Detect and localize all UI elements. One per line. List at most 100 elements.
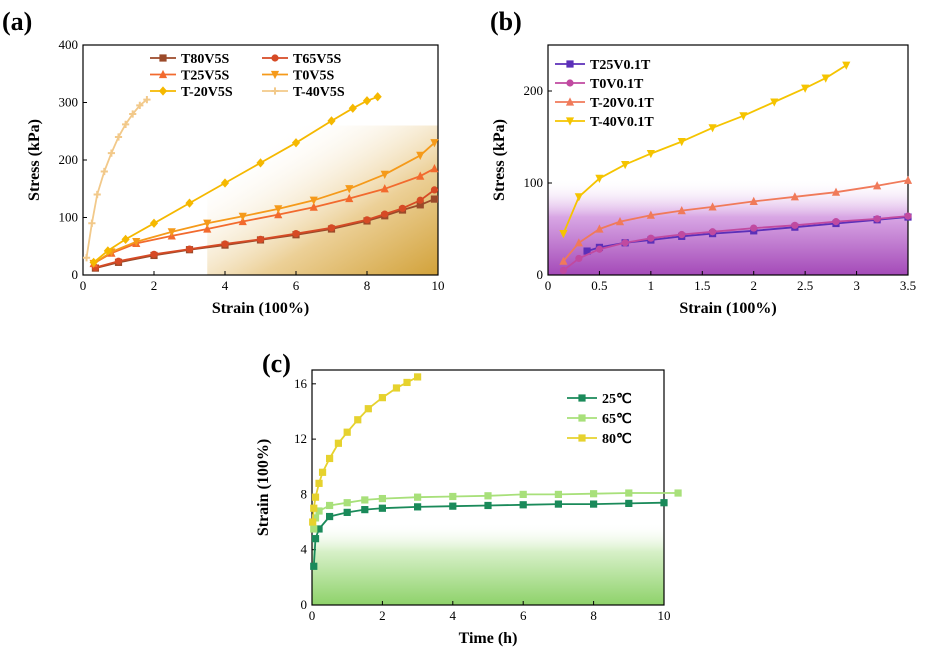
- data-point: [590, 490, 598, 498]
- series-T25V5S: T25V5S: [89, 69, 439, 268]
- data-point: [378, 394, 386, 402]
- data-point: [143, 96, 151, 104]
- series-65℃: 65℃: [310, 412, 682, 533]
- legend-label: T25V0.1T: [590, 58, 651, 73]
- data-point: [309, 518, 317, 526]
- data-point: [403, 378, 411, 387]
- data-point: [292, 230, 300, 238]
- data-point: [821, 74, 830, 83]
- data-point: [185, 198, 194, 208]
- data-point: [739, 112, 748, 121]
- x-tick-label: 2: [151, 278, 158, 293]
- data-point: [519, 490, 527, 499]
- legend-label: T65V5S: [293, 52, 341, 67]
- y-tick-label: 100: [524, 175, 544, 190]
- x-tick-label: 8: [364, 278, 371, 293]
- data-point: [343, 428, 351, 436]
- data-point: [414, 373, 422, 381]
- data-point: [430, 139, 439, 148]
- data-point: [334, 439, 342, 447]
- data-point: [574, 238, 583, 247]
- data-point: [381, 210, 389, 218]
- data-point: [842, 61, 851, 70]
- data-point: [315, 479, 323, 487]
- data-point: [345, 193, 354, 203]
- data-point: [129, 110, 137, 118]
- data-point: [311, 514, 320, 522]
- data-point: [88, 219, 96, 227]
- data-point: [256, 235, 265, 243]
- data-point: [326, 501, 334, 510]
- data-point: [89, 257, 98, 267]
- data-point: [554, 500, 562, 508]
- data-point: [678, 230, 686, 239]
- series-80℃: 80℃: [309, 373, 632, 526]
- data-point: [677, 206, 686, 215]
- data-point: [361, 496, 369, 504]
- x-tick-label: 0: [309, 608, 316, 623]
- data-point: [398, 204, 407, 212]
- legend-marker: [271, 87, 279, 95]
- data-point: [185, 245, 194, 253]
- data-point: [660, 499, 668, 507]
- data-point: [595, 245, 604, 253]
- series-25℃: 25℃: [310, 392, 668, 570]
- plot-frame: [311, 369, 665, 606]
- data-point: [414, 503, 422, 511]
- x-tick-label: 0: [545, 278, 552, 293]
- data-point: [416, 201, 424, 209]
- data-point: [595, 224, 604, 233]
- data-point: [392, 384, 401, 392]
- data-point: [310, 504, 318, 512]
- x-tick-label: 10: [658, 608, 671, 623]
- data-point: [348, 103, 357, 113]
- data-point: [590, 500, 598, 508]
- x-tick-label: 2: [379, 608, 386, 623]
- panel-label: (c): [262, 349, 291, 378]
- data-point: [873, 181, 882, 190]
- legend-label: 65℃: [602, 412, 632, 427]
- data-point: [309, 196, 318, 205]
- data-point: [380, 170, 389, 179]
- panel-b: 0 0.5 1 1.5 2 2.5 3 3.5 0 100 200 Strain (100%) Stre…: [490, 7, 916, 317]
- legend-marker: [271, 54, 279, 62]
- data-point: [221, 240, 229, 248]
- x-tick-label: 6: [293, 278, 300, 293]
- legend-marker: [159, 54, 167, 62]
- data-point: [363, 216, 371, 224]
- series-T65V5S: T65V5S: [91, 52, 439, 272]
- series-line: [562, 215, 909, 272]
- y-tick-label: 12: [294, 431, 307, 446]
- data-point: [354, 416, 362, 424]
- data-point: [559, 230, 568, 239]
- data-point: [362, 96, 372, 106]
- x-tick-label: 1: [648, 278, 655, 293]
- data-point: [416, 151, 425, 160]
- x-tick-label: 4: [222, 278, 229, 293]
- x-tick-label: 1.5: [694, 278, 710, 293]
- data-point: [380, 184, 389, 193]
- series-line: [562, 64, 847, 234]
- data-point: [311, 535, 320, 543]
- legend-marker: [578, 394, 586, 402]
- data-point: [310, 562, 318, 570]
- series-line: [93, 142, 435, 265]
- data-point: [621, 239, 629, 247]
- y-tick-label: 200: [524, 83, 544, 98]
- data-point: [677, 138, 686, 147]
- data-point: [274, 210, 283, 219]
- legend-marker: [158, 69, 168, 79]
- series-line: [85, 98, 148, 258]
- data-point: [238, 216, 247, 226]
- panel-label: (b): [490, 7, 522, 36]
- data-point: [361, 506, 369, 514]
- data-point: [575, 254, 583, 263]
- plot-background-gradient: [548, 178, 908, 275]
- series-T0V0.1T: T0V0.1T: [555, 77, 912, 274]
- data-point: [167, 228, 176, 237]
- panel-label: (a): [2, 7, 32, 36]
- data-point: [647, 234, 655, 242]
- data-point: [345, 185, 354, 194]
- x-tick-label: 10: [432, 278, 445, 293]
